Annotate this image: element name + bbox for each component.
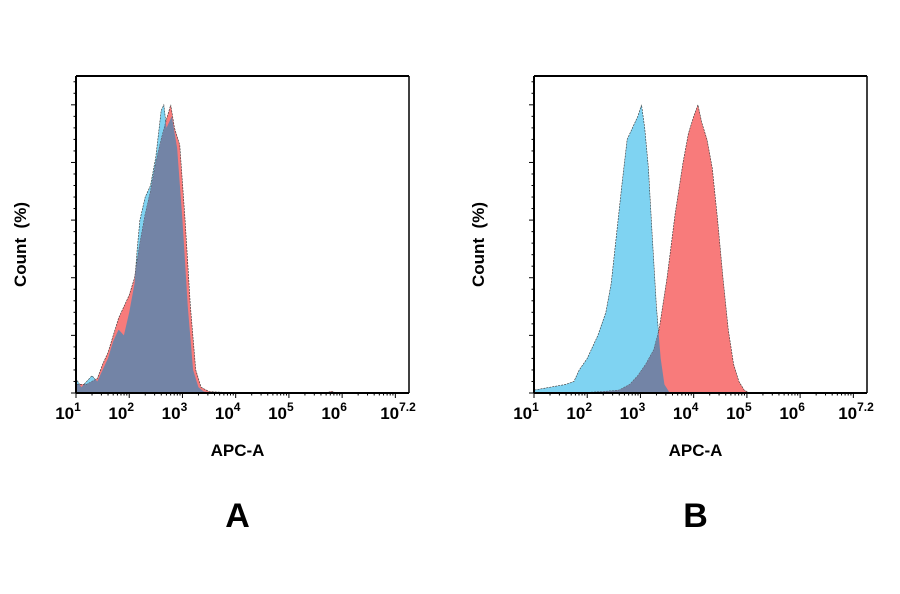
x-tick-label: 102 xyxy=(566,400,592,423)
x-axis-label: APC-A xyxy=(669,441,723,460)
panel-label: B xyxy=(683,497,708,535)
x-tick-label: 103 xyxy=(620,400,646,423)
x-tick-base: 10 xyxy=(108,404,127,423)
panel-label: A xyxy=(225,497,250,535)
x-tick-base: 10 xyxy=(268,404,287,423)
x-tick-base: 10 xyxy=(55,404,74,423)
x-tick-label: 102 xyxy=(108,400,134,423)
x-tick-label: 106 xyxy=(779,400,805,423)
x-tick-exponent: 1 xyxy=(74,400,81,414)
x-tick-base: 10 xyxy=(566,404,585,423)
x-tick-base: 10 xyxy=(215,404,234,423)
y-axis-label: Count (%) xyxy=(11,202,30,287)
x-tick-exponent: 4 xyxy=(234,400,241,414)
x-tick-exponent: 5 xyxy=(745,400,752,414)
x-tick-exponent: 6 xyxy=(798,400,805,414)
x-tick-base: 10 xyxy=(162,404,181,423)
x-tick-base: 10 xyxy=(726,404,745,423)
x-tick-exponent: 4 xyxy=(692,400,699,414)
x-tick-exponent: 5 xyxy=(287,400,294,414)
x-tick-label: 107.2 xyxy=(838,400,874,423)
x-tick-label: 101 xyxy=(513,400,539,423)
x-tick-base: 10 xyxy=(779,404,798,423)
x-axis-label: APC-A xyxy=(211,441,265,460)
series-sample-area xyxy=(534,103,864,394)
x-tick-exponent: 3 xyxy=(181,400,188,414)
x-tick-label: 105 xyxy=(268,400,294,423)
x-tick-base: 10 xyxy=(513,404,532,423)
x-tick-label: 101 xyxy=(55,400,81,423)
x-tick-label: 103 xyxy=(162,400,188,423)
x-tick-label: 105 xyxy=(726,400,752,423)
x-tick-exponent: 6 xyxy=(340,400,347,414)
x-tick-exponent: 1 xyxy=(532,400,539,414)
x-tick-label: 104 xyxy=(215,400,241,423)
x-tick-label: 106 xyxy=(321,400,347,423)
x-tick-exponent: 3 xyxy=(639,400,646,414)
x-tick-exponent: 7.2 xyxy=(857,400,874,414)
x-tick-base: 10 xyxy=(321,404,340,423)
x-tick-base: 10 xyxy=(380,404,399,423)
x-tick-base: 10 xyxy=(673,404,692,423)
x-tick-label: 104 xyxy=(673,400,699,423)
x-tick-exponent: 2 xyxy=(127,400,134,414)
x-tick-exponent: 2 xyxy=(585,400,592,414)
x-tick-label: 107.2 xyxy=(380,400,416,423)
x-tick-exponent: 7.2 xyxy=(399,400,416,414)
x-tick-base: 10 xyxy=(838,404,857,423)
y-axis-label: Count (%) xyxy=(469,202,488,287)
x-tick-base: 10 xyxy=(620,404,639,423)
series-overlap-area xyxy=(76,116,406,393)
